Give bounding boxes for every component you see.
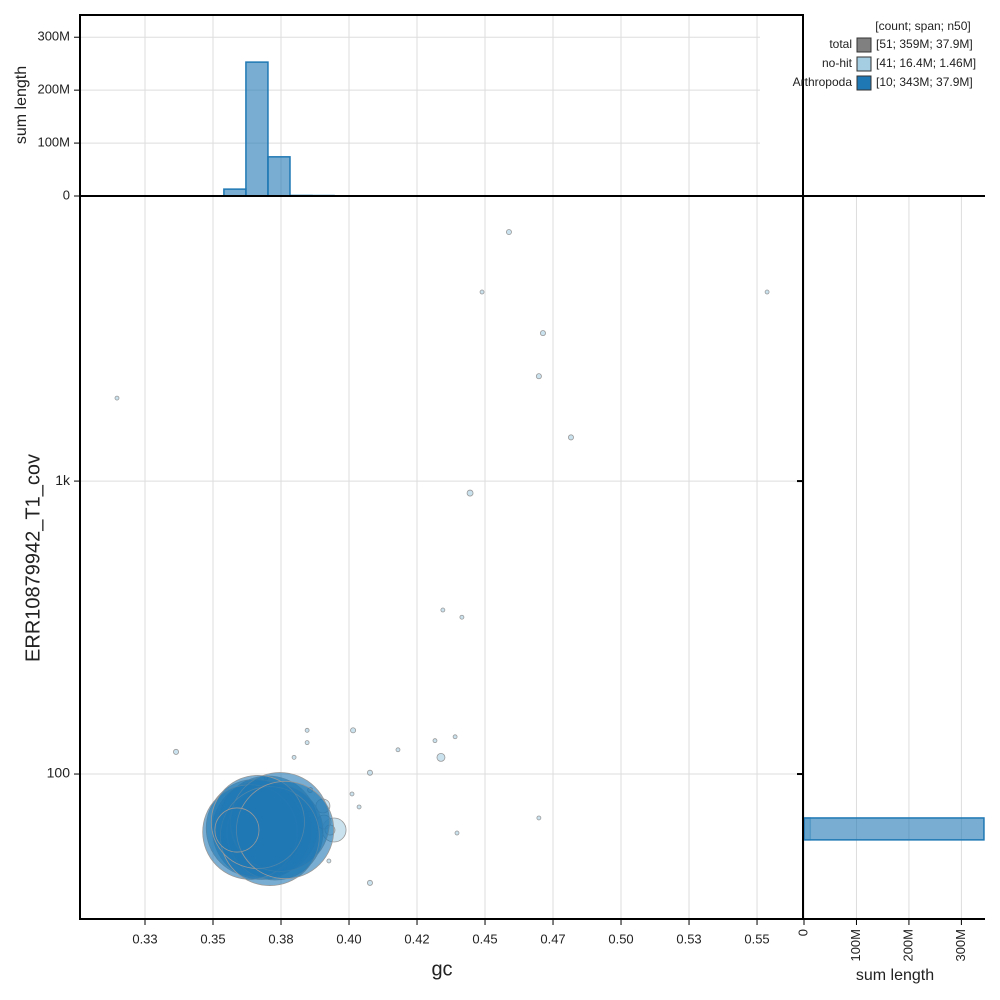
legend-title: [count; span; n50] [875,19,970,33]
x-tick-label: 200M [900,929,915,962]
x-tick-label: 0.35 [200,931,225,946]
data-point [326,858,332,864]
data-point [440,607,446,613]
legend-stats: [10; 343M; 37.9M] [876,75,973,89]
legend-swatch [856,37,872,53]
x-tick-label: 0.53 [676,931,701,946]
data-point [432,738,438,744]
y-axis-title: ERR10879942_T1_cov [22,454,44,662]
data-point [479,289,485,295]
legend-stats: [41; 16.4M; 1.46M] [876,56,976,70]
x-tick-label: 0.50 [608,931,633,946]
y-tick-label: 200M [37,82,70,97]
x-tick-label: 0.47 [540,931,565,946]
x-tick-label: 0.40 [336,931,361,946]
x-tick-label: 300M [953,929,968,962]
y-tick-label: 1k [55,472,71,488]
data-point [454,830,460,836]
data-point [764,289,770,295]
y-tick-label: 100 [47,765,71,781]
data-point [436,752,446,762]
data-point [349,791,355,797]
data-point [291,754,297,760]
data-point [505,229,512,236]
x-tick-label: 0 [795,929,810,936]
data-point [395,747,401,753]
data-point [214,807,260,853]
hist-bar [267,156,291,197]
legend-swatch [856,75,872,91]
data-point [568,434,574,441]
data-point [536,815,542,821]
x-tick-label: 0.55 [744,931,769,946]
legend-label: total [829,37,852,51]
hist-bar [245,61,269,197]
data-point [452,734,458,740]
right-hist-axis-title: sum length [856,967,934,984]
data-point [366,769,373,776]
plot-frame [79,195,804,920]
y-tick-label: 0 [63,187,70,202]
x-tick-label: 100M [848,929,863,962]
data-point [539,330,546,337]
x-axis-title: gc [431,958,452,980]
top-hist-axis-title: sum length [13,66,30,144]
legend-stats: [51; 359M; 37.9M] [876,37,973,51]
y-tick-label: 300M [37,29,70,44]
data-point [173,748,179,755]
legend-label: Arthropoda [793,75,853,89]
data-point [304,727,310,733]
x-tick-label: 0.42 [404,931,429,946]
legend-bg [805,35,995,95]
x-tick-label: 0.38 [268,931,293,946]
legend-swatch [856,56,872,72]
data-point [304,740,310,746]
data-point [535,373,542,380]
y-tick-label: 100M [37,135,70,150]
legend-label: no-hit [822,56,853,70]
top-frame [79,14,804,196]
data-point [114,395,120,401]
x-tick-label: 0.45 [472,931,497,946]
x-tick-label: 0.33 [132,931,157,946]
data-point [350,727,357,734]
data-point [356,804,362,810]
data-point [466,489,474,497]
hist-bar [803,817,985,841]
data-point [366,879,373,886]
data-point [459,614,465,620]
hist-bar [223,188,247,197]
